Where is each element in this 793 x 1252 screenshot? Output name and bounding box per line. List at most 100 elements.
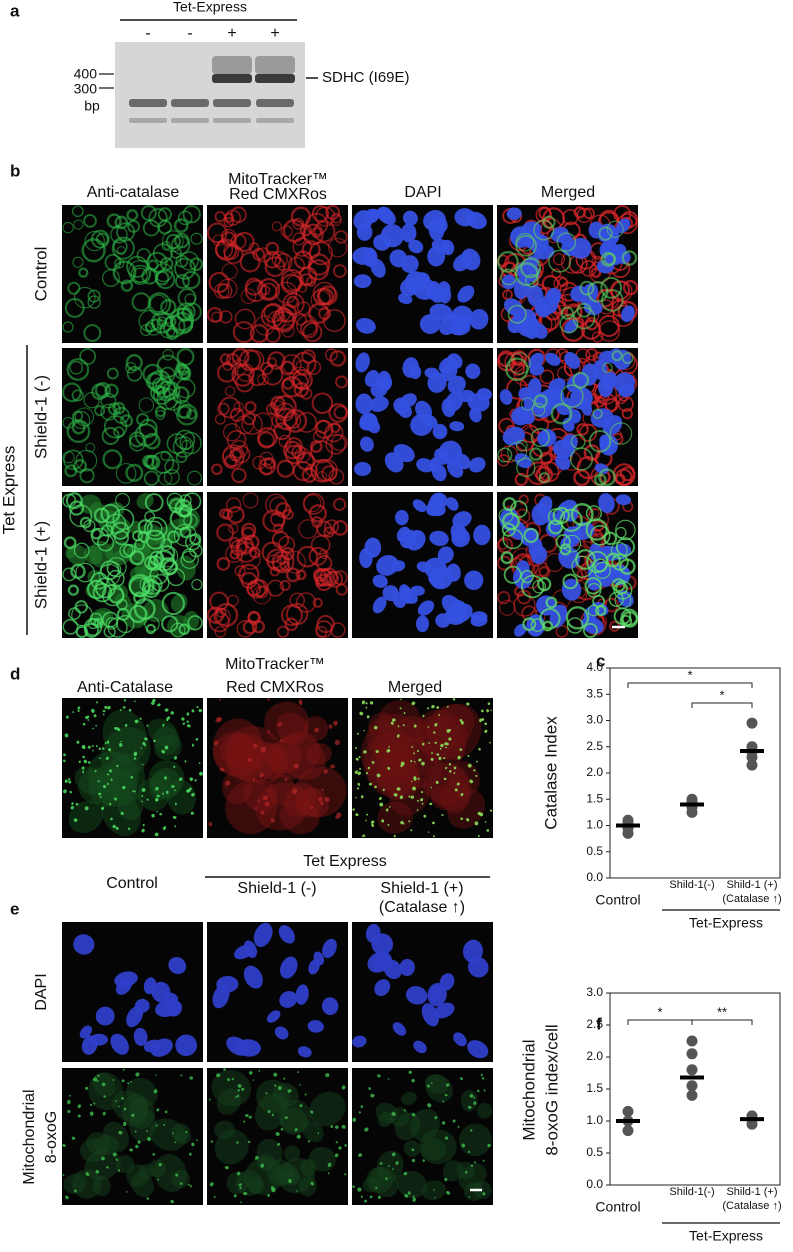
stain bbox=[160, 538, 172, 551]
stain bbox=[75, 625, 89, 639]
nucleus bbox=[431, 238, 450, 253]
stain bbox=[145, 529, 166, 550]
y-tick-label: 0.5 bbox=[586, 1145, 603, 1159]
stain bbox=[280, 604, 303, 627]
nucleus bbox=[580, 400, 593, 416]
stain bbox=[433, 1189, 435, 1191]
stain bbox=[122, 706, 126, 709]
stain bbox=[434, 741, 437, 744]
stain bbox=[483, 1089, 486, 1092]
stain bbox=[102, 449, 123, 470]
stain bbox=[125, 354, 143, 372]
stain bbox=[115, 463, 137, 484]
nucleus bbox=[322, 938, 337, 959]
nucleus bbox=[321, 997, 339, 1016]
stain bbox=[191, 1142, 195, 1147]
gel-band bbox=[255, 74, 295, 83]
stain bbox=[459, 1077, 463, 1081]
stain bbox=[407, 1191, 411, 1195]
stain bbox=[161, 230, 184, 253]
stain bbox=[477, 835, 480, 838]
stain bbox=[130, 1080, 132, 1083]
nucleus bbox=[558, 232, 574, 247]
stain bbox=[147, 718, 178, 746]
stain bbox=[478, 747, 481, 751]
stain bbox=[143, 432, 161, 450]
data-point bbox=[622, 1105, 634, 1117]
stain bbox=[358, 1153, 363, 1157]
stain bbox=[430, 786, 433, 789]
stain bbox=[434, 1116, 438, 1120]
stain bbox=[107, 782, 110, 786]
stain bbox=[387, 766, 391, 770]
stain bbox=[555, 534, 571, 550]
stain bbox=[516, 457, 536, 478]
row-label: DAPI bbox=[33, 973, 50, 1010]
stain bbox=[251, 620, 266, 634]
stain bbox=[489, 809, 493, 812]
stain bbox=[473, 1161, 477, 1164]
nucleus bbox=[449, 421, 465, 432]
stain bbox=[209, 1098, 211, 1101]
lane-label: + bbox=[227, 25, 236, 42]
stain bbox=[446, 705, 449, 708]
stain bbox=[502, 512, 520, 531]
stain bbox=[259, 772, 264, 778]
stain bbox=[280, 1128, 284, 1131]
nucleus bbox=[548, 377, 566, 393]
stain bbox=[173, 765, 176, 769]
y-tick-label: 3.0 bbox=[586, 713, 603, 727]
stain bbox=[380, 751, 419, 797]
stain bbox=[152, 1153, 156, 1156]
nucleus bbox=[400, 590, 412, 604]
nucleus bbox=[168, 957, 187, 975]
stain bbox=[236, 1171, 241, 1176]
nucleus bbox=[354, 461, 372, 477]
column-header: Red CMXRos bbox=[226, 679, 324, 696]
nucleus bbox=[555, 454, 571, 471]
nucleus bbox=[243, 965, 263, 989]
stain bbox=[102, 1111, 106, 1116]
stain bbox=[402, 724, 405, 727]
stain bbox=[91, 708, 95, 713]
stain bbox=[121, 1093, 149, 1128]
stain bbox=[77, 709, 80, 712]
stain bbox=[112, 239, 128, 255]
stain bbox=[393, 793, 398, 797]
stain bbox=[454, 788, 458, 792]
stain bbox=[436, 753, 440, 756]
stain bbox=[166, 790, 169, 794]
stain bbox=[376, 756, 420, 801]
stain bbox=[162, 314, 186, 338]
nucleus bbox=[432, 423, 448, 440]
stain bbox=[68, 500, 85, 516]
stain bbox=[113, 426, 125, 438]
stain bbox=[132, 790, 134, 792]
stain bbox=[600, 276, 623, 299]
column-header: Anti-catalase bbox=[87, 184, 180, 201]
stain bbox=[330, 214, 342, 226]
gel-band bbox=[256, 118, 294, 123]
stain bbox=[487, 702, 491, 705]
stain bbox=[166, 717, 169, 721]
stain bbox=[174, 273, 190, 289]
stain bbox=[162, 349, 174, 361]
nucleus bbox=[583, 300, 603, 316]
stain bbox=[457, 755, 461, 760]
stain bbox=[62, 618, 79, 635]
nucleus bbox=[428, 218, 445, 241]
stain bbox=[475, 775, 478, 777]
stain bbox=[98, 792, 102, 796]
stain bbox=[264, 256, 286, 278]
stain bbox=[252, 778, 256, 781]
stain bbox=[91, 527, 110, 546]
stain bbox=[430, 757, 434, 761]
stain bbox=[92, 749, 94, 752]
x-tick-label: Control bbox=[595, 1199, 640, 1215]
stain bbox=[335, 375, 348, 389]
stain bbox=[79, 494, 102, 515]
stain bbox=[188, 787, 192, 791]
nucleus bbox=[621, 305, 635, 323]
stain bbox=[217, 402, 230, 416]
stain bbox=[84, 230, 105, 252]
